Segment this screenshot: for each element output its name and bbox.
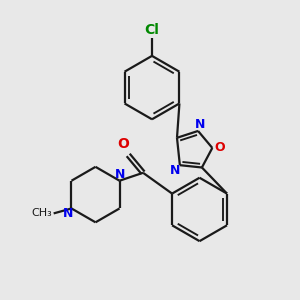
Text: N: N xyxy=(170,164,181,177)
Text: N: N xyxy=(115,168,126,181)
Text: N: N xyxy=(195,118,205,131)
Text: O: O xyxy=(214,141,224,154)
Text: N: N xyxy=(63,207,74,220)
Text: O: O xyxy=(117,137,129,151)
Text: Cl: Cl xyxy=(145,23,159,37)
Text: CH₃: CH₃ xyxy=(31,208,52,218)
